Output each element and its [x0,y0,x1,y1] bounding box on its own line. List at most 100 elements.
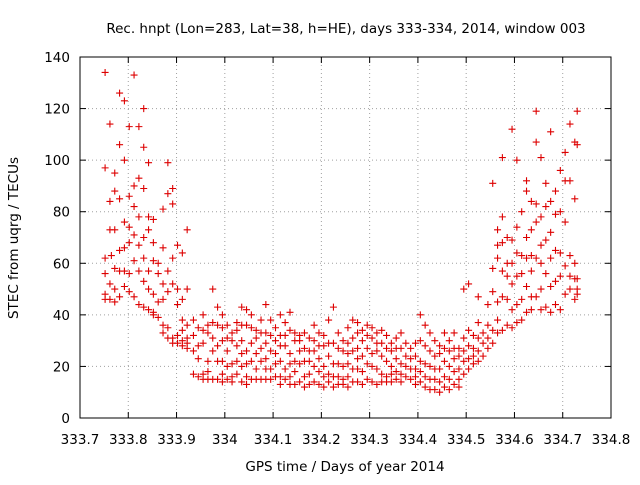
data-point [183,285,191,293]
data-point [159,321,167,329]
data-point [339,337,347,345]
data-point [474,319,482,327]
data-point [455,375,463,383]
data-point [159,244,167,252]
data-point [523,282,531,290]
data-point [145,306,153,314]
data-point [164,159,172,167]
data-point [498,326,506,334]
data-point [383,344,391,352]
data-point [262,355,270,363]
data-point [426,347,434,355]
data-point [106,280,114,288]
data-point [542,203,550,211]
data-point [537,241,545,249]
data-point [450,380,458,388]
data-point [199,326,207,334]
data-point [199,339,207,347]
data-point [489,179,497,187]
data-point [547,254,555,262]
data-point [291,357,299,365]
data-point [145,213,153,221]
data-point [267,365,275,373]
data-point [320,331,328,339]
data-point [300,344,308,352]
tick-labels: 333.7 333.8 333.9 334 334.1 334.2 334.3 334.4 33… [44,50,630,448]
data-point [436,350,444,358]
plot-frame [79,56,612,419]
data-point [508,259,516,267]
data-point [300,373,308,381]
data-point [291,368,299,376]
data-point [421,342,429,350]
y-tick-label: 40 [53,308,70,324]
data-point [513,249,521,257]
data-point [291,380,299,388]
data-point [397,344,405,352]
data-point [465,342,473,350]
data-point [120,244,128,252]
data-point [537,259,545,267]
data-point [218,311,226,319]
data-point [551,246,559,254]
data-point [363,360,371,368]
data-point [116,141,124,149]
data-point [174,241,182,249]
data-point [325,370,333,378]
data-point [272,324,280,332]
data-point [334,360,342,368]
data-point [368,378,376,386]
data-point [247,324,255,332]
data-point [174,285,182,293]
data-point [450,329,458,337]
data-point [358,380,366,388]
data-point [523,308,531,316]
data-point [296,360,304,368]
data-point [494,254,502,262]
data-point [130,231,138,239]
data-point [542,270,550,278]
data-point [518,270,526,278]
data-point [140,303,148,311]
data-point [140,185,148,193]
data-point [262,339,270,347]
data-point [183,321,191,329]
data-point [315,380,323,388]
data-point [503,295,511,303]
y-tick-label: 80 [53,205,70,221]
data-point [111,264,119,272]
data-point [465,365,473,373]
data-point [107,252,115,260]
data-point [169,280,177,288]
x-tick-label: 333.7 [61,432,100,448]
data-point [218,378,226,386]
data-point [339,380,347,388]
data-point [537,306,545,314]
data-point [363,375,371,383]
data-point [247,311,255,319]
data-point [518,316,526,324]
data-point [257,357,265,365]
data-point [484,301,492,309]
data-point [310,362,318,370]
data-point [411,339,419,347]
data-point [344,324,352,332]
data-point [276,373,284,381]
data-point [411,352,419,360]
data-point [267,316,275,324]
data-point [140,234,148,241]
data-point [214,375,222,383]
data-point [233,319,241,327]
data-point [373,347,381,355]
data-point [189,347,197,355]
data-point [252,326,260,334]
y-tick-label: 120 [44,102,70,118]
data-point [373,329,381,337]
data-point [494,241,502,249]
data-point [513,223,521,231]
data-point [111,285,119,293]
data-point [267,347,275,355]
data-point [474,357,482,365]
data-point [106,295,114,303]
data-point [116,195,124,203]
